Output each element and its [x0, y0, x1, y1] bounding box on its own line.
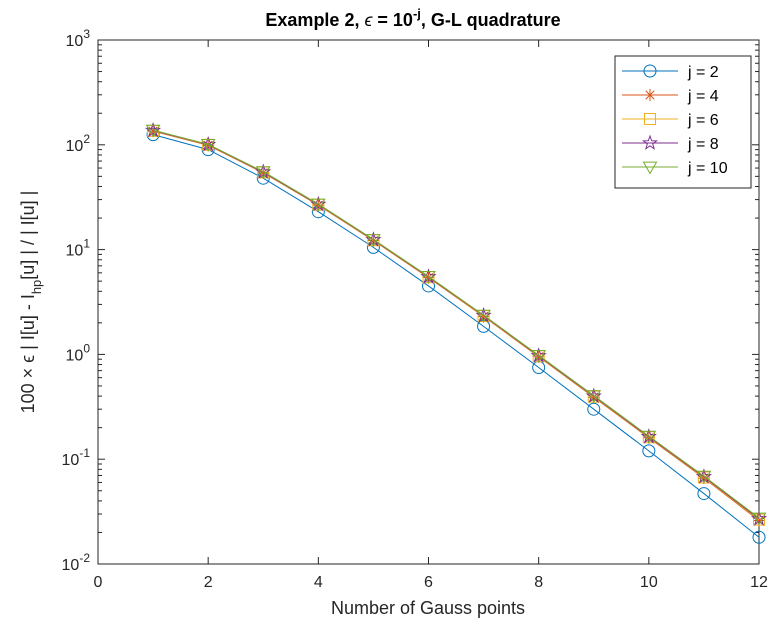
data-point [531, 349, 547, 363]
x-tick-label: 12 [750, 574, 768, 591]
legend-label: j = 2 [687, 64, 719, 81]
data-point [586, 390, 602, 404]
legend-entry: j = 8 [622, 134, 719, 153]
data-point [697, 487, 711, 501]
legend-marker [642, 161, 658, 175]
data-point [476, 309, 491, 323]
legend-label: j = 6 [687, 112, 719, 129]
y-axis-ticks: 10-2 10-1 100 101 102 103 [62, 27, 759, 574]
legend-marker [643, 64, 657, 78]
x-tick-label: 0 [94, 574, 103, 591]
legend-label: j = 4 [687, 88, 719, 105]
legend-marker [641, 134, 659, 150]
y-tick-label: 103 [66, 27, 91, 50]
y-tick-label: 101 [66, 237, 91, 260]
x-tick-label: 8 [534, 574, 543, 591]
chart-title: Example 2, ϵ = 10-j, G-L quadrature [265, 6, 560, 30]
data-point [255, 166, 271, 180]
data-point [751, 512, 767, 526]
series-line [152, 134, 760, 538]
data-point [697, 472, 710, 485]
legend-entry: j = 2 [622, 64, 719, 81]
data-point [696, 470, 712, 484]
data-point [366, 234, 381, 247]
y-tick-label: 10-2 [62, 551, 91, 574]
x-axis-label: Number of Gauss points [331, 598, 525, 618]
series-group [144, 121, 768, 544]
data-point [641, 430, 657, 444]
y-axis-label: 100 × ϵ | I[u] - Ihp[u] | / | I[u] | [18, 191, 44, 414]
data-point [145, 124, 161, 138]
legend-entry: j = 4 [622, 88, 719, 105]
legend-entry: j = 10 [622, 160, 728, 177]
legend: j = 2 j = 4 j = 6 j = 8 j = 10 [614, 55, 752, 189]
data-point [421, 271, 436, 284]
series-line [152, 129, 760, 519]
data-point [310, 198, 326, 212]
legend-marker [644, 113, 656, 125]
data-point [200, 138, 216, 152]
data-point [642, 444, 656, 458]
data-point [753, 514, 765, 527]
x-axis-ticks: 0 2 4 6 8 10 12 [94, 40, 768, 591]
y-tick-label: 100 [66, 341, 91, 364]
legend-entry: j = 6 [622, 112, 719, 129]
x-tick-label: 2 [204, 574, 213, 591]
y-tick-label: 102 [66, 132, 91, 155]
series-5 [145, 124, 767, 526]
y-tick-label: 10-1 [62, 446, 91, 469]
x-tick-label: 6 [424, 574, 433, 591]
legend-label: j = 8 [687, 136, 719, 153]
legend-box [614, 55, 752, 189]
x-tick-label: 4 [314, 574, 323, 591]
legend-marker [644, 89, 656, 101]
data-point [752, 530, 766, 544]
x-tick-label: 10 [640, 574, 658, 591]
legend-label: j = 10 [687, 160, 728, 177]
